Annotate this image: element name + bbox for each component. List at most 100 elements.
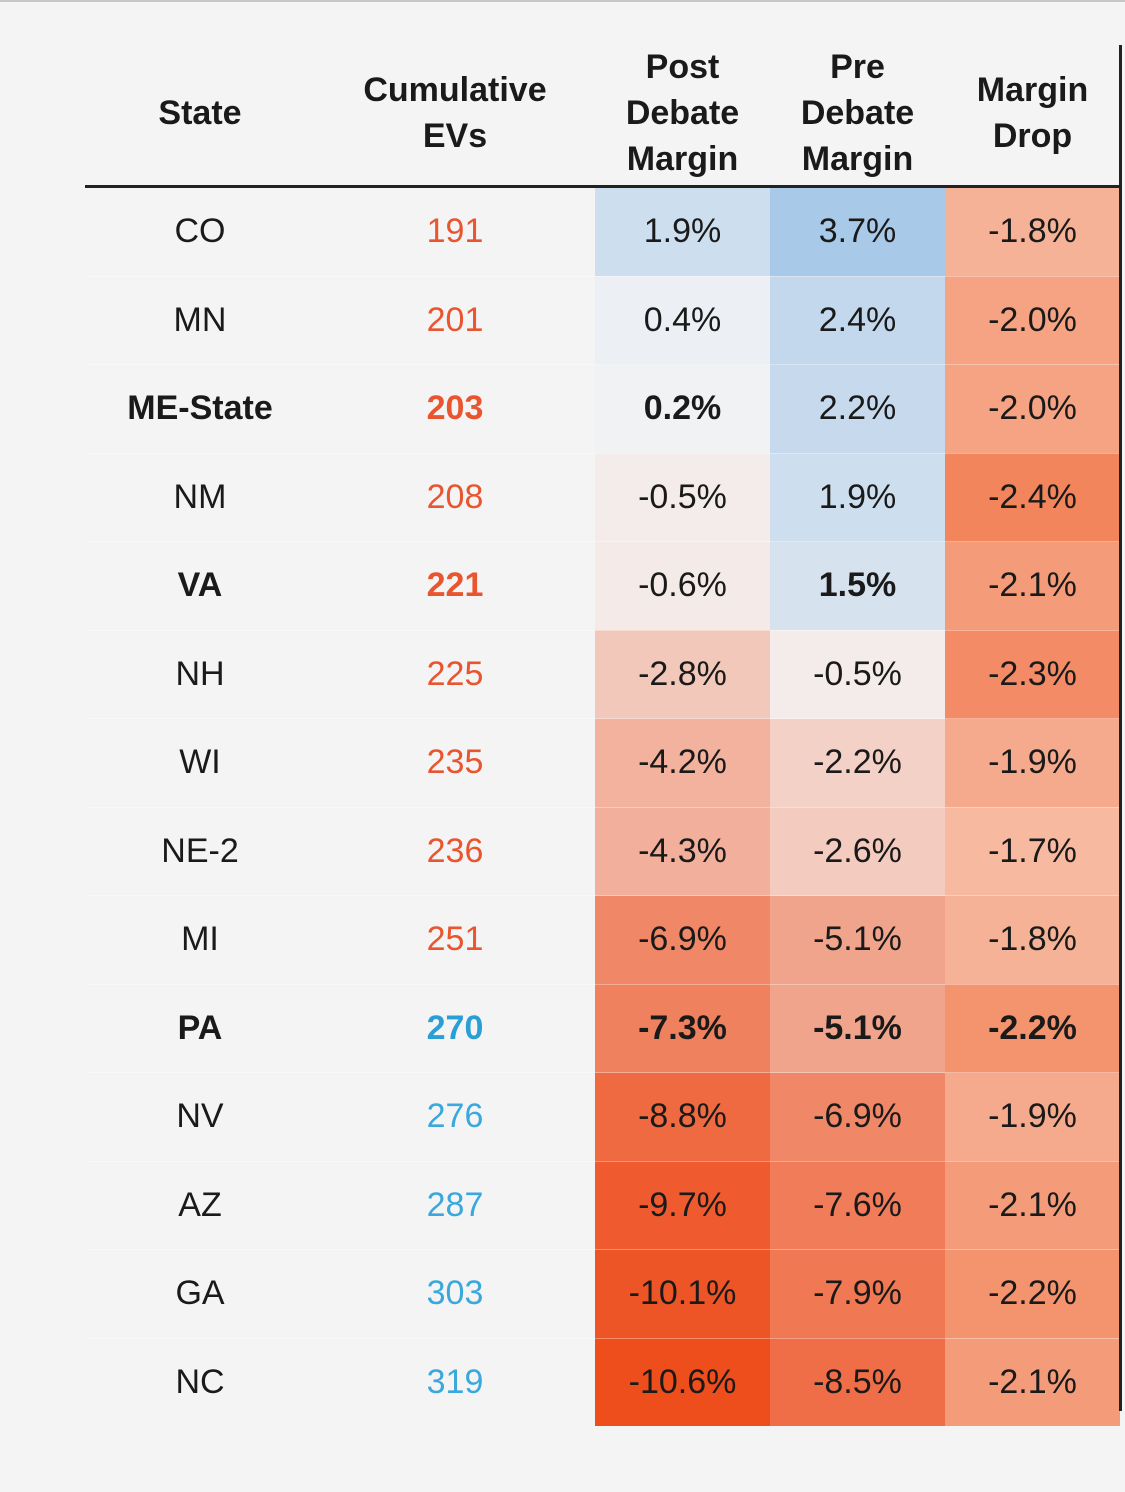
state-cell: MI (85, 895, 315, 984)
pre-cell: 2.2% (770, 364, 945, 453)
pre-cell: -6.9% (770, 1072, 945, 1161)
state-cell: NH (85, 629, 315, 719)
drop-cell: -2.1% (945, 1337, 1120, 1426)
header-margin-drop: Margin Drop (945, 40, 1120, 188)
post-cell: 0.4% (595, 275, 770, 365)
pre-cell: 2.4% (770, 275, 945, 365)
table-row: VA 221 -0.6% 1.5% -2.1% (85, 541, 1120, 630)
table-row: ME-State 203 0.2% 2.2% -2.0% (85, 364, 1120, 453)
table-row: NM 208 -0.5% 1.9% -2.4% (85, 452, 1120, 542)
header-line: Margin (626, 139, 739, 178)
table-row: MN 201 0.4% 2.4% -2.0% (85, 275, 1120, 365)
ev-cell: 276 (315, 1072, 595, 1161)
drop-cell: -1.9% (945, 718, 1120, 807)
table-row: WI 235 -4.2% -2.2% -1.9% (85, 718, 1120, 807)
table-row: MI 251 -6.9% -5.1% -1.8% (85, 895, 1120, 984)
drop-cell: -2.1% (945, 541, 1120, 630)
table-row: NV 276 -8.8% -6.9% -1.9% (85, 1072, 1120, 1161)
state-cell: GA (85, 1249, 315, 1338)
header-line: Pre (830, 47, 885, 86)
table-row: CO 191 1.9% 3.7% -1.8% (85, 186, 1120, 276)
ev-cell: 225 (315, 629, 595, 719)
drop-cell: -1.7% (945, 806, 1120, 896)
drop-cell: -1.9% (945, 1072, 1120, 1161)
ev-cell: 208 (315, 452, 595, 542)
header-cumulative-evs: Cumulative EVs (315, 40, 595, 188)
pre-cell: -5.1% (770, 983, 945, 1073)
table-row: NC 319 -10.6% -8.5% -2.1% (85, 1337, 1120, 1426)
state-cell: VA (85, 541, 315, 630)
table-row: NH 225 -2.8% -0.5% -2.3% (85, 629, 1120, 719)
ev-cell: 251 (315, 895, 595, 984)
post-cell: -10.6% (595, 1337, 770, 1426)
pre-cell: -7.9% (770, 1249, 945, 1338)
ev-cell: 203 (315, 364, 595, 453)
post-cell: -0.5% (595, 452, 770, 542)
header-post-debate-margin: Post Debate Margin (595, 40, 770, 188)
table-row: AZ 287 -9.7% -7.6% -2.1% (85, 1160, 1120, 1250)
pre-cell: 1.5% (770, 541, 945, 630)
post-cell: 0.2% (595, 364, 770, 453)
state-cell: NC (85, 1337, 315, 1426)
header-line: Drop (992, 116, 1073, 155)
header-state: State (85, 40, 315, 188)
drop-cell: -2.4% (945, 452, 1120, 542)
header-line: Cumulative (363, 70, 547, 109)
ev-cell: 270 (315, 983, 595, 1073)
header-line: State (158, 93, 242, 132)
pre-cell: 3.7% (770, 186, 945, 276)
post-cell: -2.8% (595, 629, 770, 719)
swing-state-margin-table: State Cumulative EVs Post Debate Margin Pre Deb… (85, 40, 1120, 1426)
state-cell: NE-2 (85, 806, 315, 896)
ev-cell: 221 (315, 541, 595, 630)
pre-cell: -7.6% (770, 1160, 945, 1250)
post-cell: -0.6% (595, 541, 770, 630)
drop-cell: -2.1% (945, 1160, 1120, 1250)
post-cell: -4.3% (595, 806, 770, 896)
post-cell: -10.1% (595, 1249, 770, 1338)
state-cell: MN (85, 275, 315, 365)
state-cell: WI (85, 718, 315, 807)
pre-cell: -2.6% (770, 806, 945, 896)
ev-cell: 235 (315, 718, 595, 807)
header-line: Margin (976, 70, 1089, 109)
ev-cell: 191 (315, 186, 595, 276)
drop-cell: -2.2% (945, 1249, 1120, 1338)
drop-cell: -2.0% (945, 364, 1120, 453)
drop-cell: -2.0% (945, 275, 1120, 365)
header-line: Margin (801, 139, 914, 178)
header-row: State Cumulative EVs Post Debate Margin Pre Deb… (85, 40, 1120, 188)
post-cell: -9.7% (595, 1160, 770, 1250)
post-cell: 1.9% (595, 186, 770, 276)
pre-cell: -2.2% (770, 718, 945, 807)
state-cell: AZ (85, 1160, 315, 1250)
header-line: EVs (422, 116, 488, 155)
post-cell: -7.3% (595, 983, 770, 1073)
pre-cell: -0.5% (770, 629, 945, 719)
post-cell: -6.9% (595, 895, 770, 984)
state-cell: NV (85, 1072, 315, 1161)
header-pre-debate-margin: Pre Debate Margin (770, 40, 945, 188)
header-line: Debate (800, 93, 915, 132)
ev-cell: 287 (315, 1160, 595, 1250)
table-row: GA 303 -10.1% -7.9% -2.2% (85, 1249, 1120, 1338)
state-cell: NM (85, 452, 315, 542)
state-cell: CO (85, 186, 315, 276)
drop-cell: -1.8% (945, 895, 1120, 984)
right-border (1119, 45, 1122, 1411)
table-row: PA 270 -7.3% -5.1% -2.2% (85, 983, 1120, 1073)
header-line: Debate (625, 93, 740, 132)
drop-cell: -2.3% (945, 629, 1120, 719)
ev-cell: 303 (315, 1249, 595, 1338)
top-divider (0, 0, 1125, 2)
pre-cell: 1.9% (770, 452, 945, 542)
post-cell: -8.8% (595, 1072, 770, 1161)
table-row: NE-2 236 -4.3% -2.6% -1.7% (85, 806, 1120, 896)
state-cell: ME-State (85, 364, 315, 453)
ev-cell: 236 (315, 806, 595, 896)
state-cell: PA (85, 983, 315, 1073)
ev-cell: 319 (315, 1337, 595, 1426)
ev-cell: 201 (315, 275, 595, 365)
pre-cell: -8.5% (770, 1337, 945, 1426)
drop-cell: -2.2% (945, 983, 1120, 1073)
